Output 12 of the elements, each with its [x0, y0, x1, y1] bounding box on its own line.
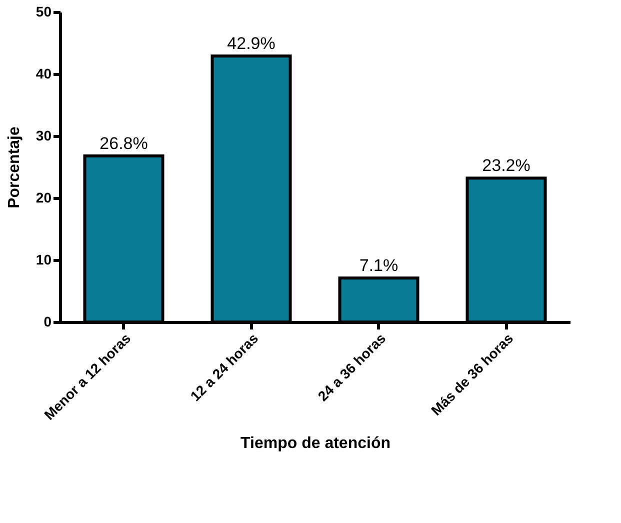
y-tick-label: 50	[36, 4, 52, 20]
y-tick-label: 40	[36, 66, 52, 82]
y-tick-label: 0	[44, 314, 52, 330]
y-tick-label: 20	[36, 190, 52, 206]
data-label: 26.8%	[100, 134, 148, 153]
x-axis-title: Tiempo de atención	[240, 434, 390, 452]
data-label: 42.9%	[227, 34, 276, 54]
y-axis-title: Porcentaje	[6, 126, 23, 208]
data-label: 7.1%	[359, 256, 398, 275]
data-label: 23.2%	[482, 156, 530, 176]
y-tick-label: 30	[36, 128, 52, 144]
y-tick-label: 10	[36, 252, 52, 268]
